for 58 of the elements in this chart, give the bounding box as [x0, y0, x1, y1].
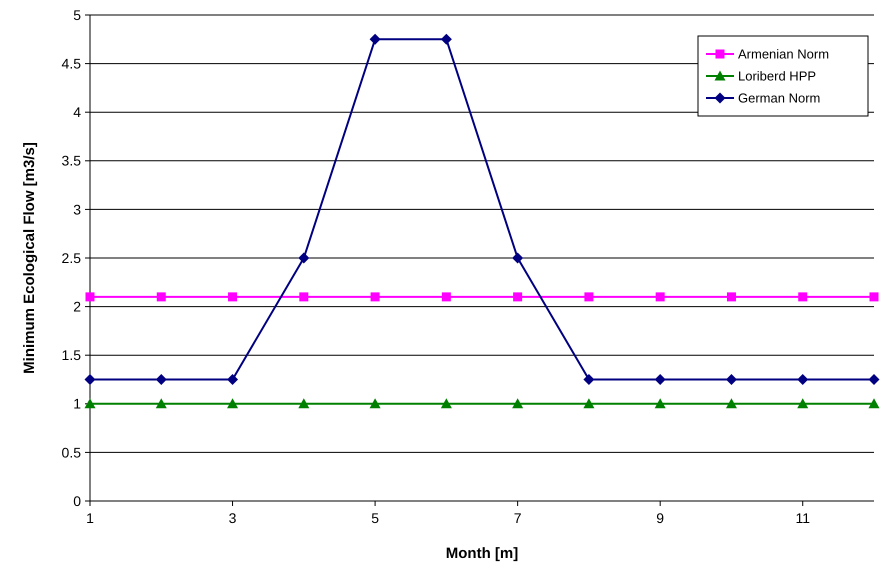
- point: [440, 34, 452, 45]
- point: [370, 292, 380, 302]
- point: [584, 292, 594, 302]
- point: [440, 398, 452, 408]
- legend-label: Armenian Norm: [738, 46, 830, 62]
- point: [84, 398, 96, 408]
- point: [726, 398, 737, 408]
- point: [726, 292, 736, 302]
- y-tick-label: 0: [73, 492, 82, 509]
- point: [656, 292, 665, 302]
- point: [84, 374, 96, 385]
- point: [512, 398, 524, 408]
- point: [227, 398, 238, 408]
- point: [583, 374, 594, 385]
- point: [798, 292, 808, 302]
- x-tick-label: 1: [86, 510, 94, 526]
- point: [797, 374, 808, 385]
- y-tick-label: 0.5: [62, 444, 82, 460]
- x-tick-label: 9: [656, 510, 664, 526]
- point: [870, 292, 878, 302]
- y-tick-label: 5: [73, 6, 82, 23]
- legend-label: Loriberd HPP: [738, 68, 816, 84]
- x-tick-label: 7: [514, 510, 522, 526]
- point: [868, 398, 880, 408]
- point: [86, 292, 94, 302]
- point: [654, 398, 666, 408]
- y-tick-label: 1: [73, 396, 82, 412]
- point: [298, 398, 310, 408]
- x-tick-label: 3: [228, 510, 237, 526]
- point: [156, 292, 166, 302]
- legend-label: German Norm: [738, 90, 820, 106]
- point: [298, 252, 310, 264]
- point: [654, 374, 666, 385]
- point: [583, 398, 594, 408]
- point: [299, 292, 308, 302]
- x-tick-label: 5: [371, 510, 380, 526]
- y-tick-label: 4.5: [62, 56, 82, 72]
- y-tick-label: 2: [73, 298, 82, 314]
- point: [227, 374, 238, 385]
- y-tick-label: 2.5: [62, 250, 82, 266]
- point: [370, 34, 381, 45]
- point: [156, 398, 167, 408]
- point: [868, 374, 880, 385]
- x-tick-label: 11: [795, 510, 810, 526]
- point: [512, 252, 524, 264]
- point: [442, 292, 451, 302]
- y-tick-label: 4: [73, 104, 82, 120]
- y-tick-label: 1.5: [62, 347, 82, 364]
- point: [726, 374, 737, 385]
- point: [156, 374, 167, 385]
- x-axis-title: Month [m]: [446, 545, 518, 562]
- point: [797, 398, 808, 408]
- y-tick-label: 3: [73, 201, 82, 218]
- point: [513, 292, 522, 302]
- point: [228, 292, 238, 302]
- y-tick-label: 3.5: [62, 152, 82, 169]
- point: [370, 398, 381, 408]
- y-axis-title: Minimum Ecological Flow [m3/s]: [21, 142, 38, 374]
